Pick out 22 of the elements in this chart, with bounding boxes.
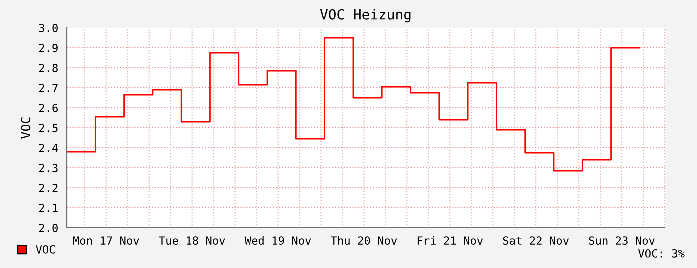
chart-title: VOC Heizung (320, 9, 411, 23)
x-tick-label: Sun 23 Nov (589, 236, 655, 245)
y-tick-label: 2.3 (39, 164, 58, 172)
x-tick-label: Fri 21 Nov (418, 236, 484, 245)
y-axis-title: VOC (21, 118, 31, 139)
y-tick-label: 2.7 (39, 84, 58, 92)
y-tick-label: 2.6 (39, 104, 58, 112)
legend-label: VOC (36, 245, 55, 254)
y-tick-label: 2.4 (39, 144, 58, 152)
y-tick-label: 2.1 (39, 204, 58, 212)
x-tick-label: Thu 20 Nov (331, 236, 398, 245)
y-tick-label: 2.9 (39, 44, 58, 52)
y-tick-label: 2.0 (39, 224, 58, 232)
x-tick-label: Mon 17 Nov (73, 236, 140, 245)
y-tick-label: 3.0 (39, 24, 58, 32)
x-tick-label: Wed 19 Nov (244, 236, 312, 245)
y-tick-label: 2.8 (39, 64, 58, 72)
x-tick-label: Sat 22 Nov (503, 236, 569, 245)
text: VOC: 3% (638, 249, 685, 258)
x-tick-label: Tue 18 Nov (159, 236, 226, 245)
y-tick-label: 2.5 (39, 124, 58, 132)
y-tick-label: 2.2 (39, 184, 58, 192)
